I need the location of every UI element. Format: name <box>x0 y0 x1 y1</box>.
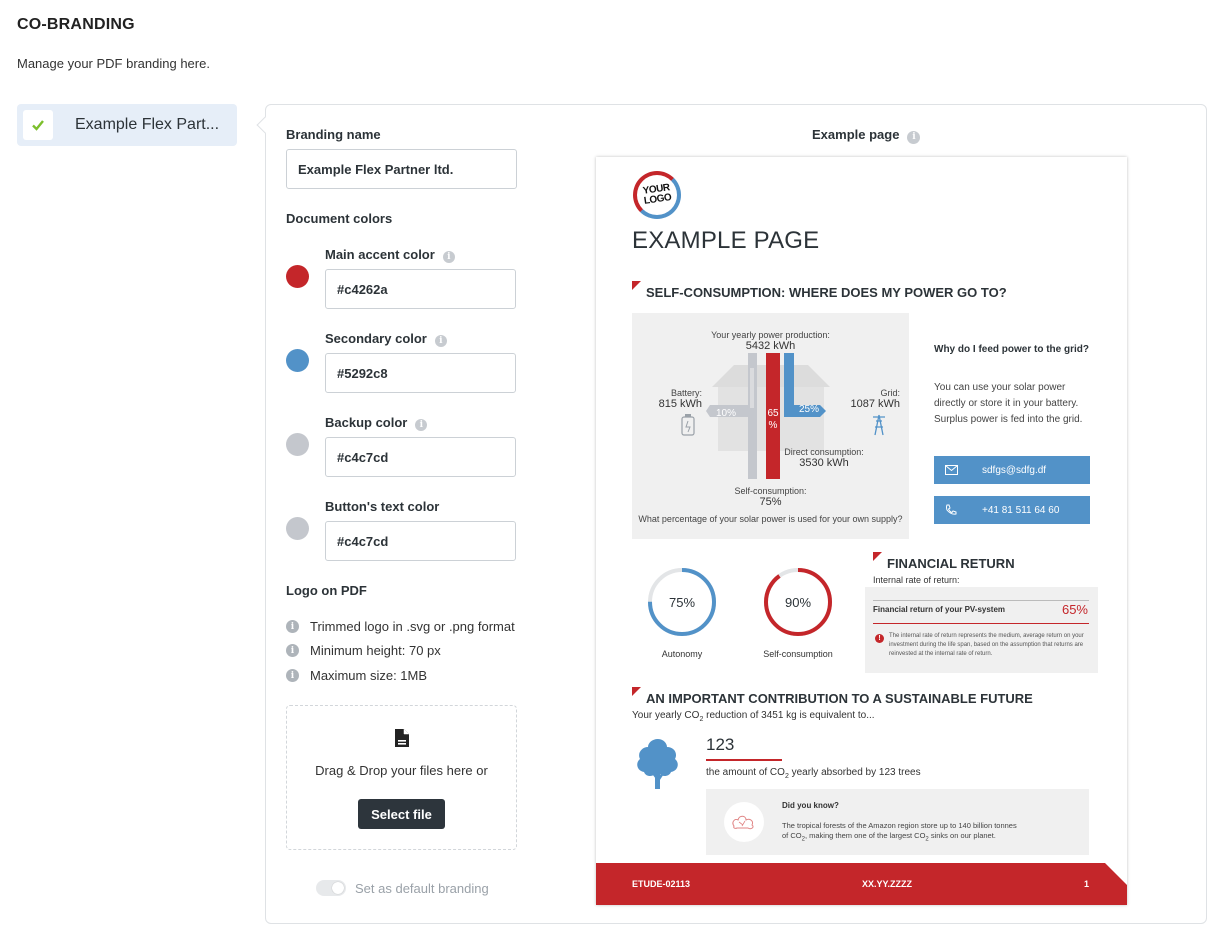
info-icon: i <box>286 669 299 682</box>
secondary-color-input[interactable]: #5292c8 <box>325 353 516 393</box>
alert-icon: ! <box>875 634 884 643</box>
financial-row-value: 65% <box>1062 602 1088 617</box>
placeholder-logo: YOUR LOGO <box>633 171 681 219</box>
battery-pct: 10% <box>714 408 738 419</box>
autonomy-label: Autonomy <box>627 649 737 659</box>
phone-icon <box>934 504 968 516</box>
selected-check-box <box>23 110 53 140</box>
why-feed-text: You can use your solar power directly or… <box>934 380 1094 428</box>
tree-count-underline <box>706 759 782 761</box>
main-accent-swatch[interactable] <box>286 265 309 288</box>
toggle-knob <box>332 882 344 894</box>
backup-color-input[interactable]: #c4c7cd <box>325 437 516 477</box>
footer-page: 1 <box>1084 879 1089 889</box>
financial-note: The internal rate of return represents t… <box>889 632 1094 659</box>
financial-row-label: Financial return of your PV-system <box>873 605 1005 614</box>
footer-corner <box>1105 863 1127 885</box>
secondary-color-swatch[interactable] <box>286 349 309 372</box>
branding-list-item[interactable]: Example Flex Part... <box>17 104 237 146</box>
energy-flow-diagram: Your yearly power production: 5432 kWh Ba… <box>632 313 909 539</box>
branding-name-label: Branding name <box>286 127 381 142</box>
footer-id: ETUDE-02113 <box>632 879 690 889</box>
tree-count: 123 <box>706 735 734 755</box>
financial-return-box: Financial return of your PV-system 65% !… <box>865 587 1098 673</box>
info-icon[interactable]: i <box>415 419 427 431</box>
logo-requirement: i Minimum height: 70 px <box>286 643 441 658</box>
default-branding-toggle[interactable] <box>316 880 346 896</box>
rainforest-icon <box>724 802 764 842</box>
financial-return-title: FINANCIAL RETURN <box>873 556 1015 571</box>
example-pdf-preview: YOUR LOGO EXAMPLE PAGE SELF-CONSUMPTION:… <box>596 157 1127 905</box>
dropzone-text: Drag & Drop your files here or <box>287 763 516 778</box>
email-button: sdfgs@sdfg.df <box>934 456 1090 484</box>
info-icon: i <box>286 644 299 657</box>
direct-consumption-label: Direct consumption: 3530 kWh <box>782 447 866 469</box>
self-consumption-gauge-label: Self-consumption <box>743 649 853 659</box>
self-consumption-value: 90% <box>763 595 833 610</box>
check-icon <box>31 118 45 132</box>
branding-name-input[interactable]: Example Flex Partner ltd. <box>286 149 517 189</box>
footer-date: XX.YY.ZZZZ <box>862 879 912 889</box>
self-consumption-question: What percentage of your solar power is u… <box>632 514 909 524</box>
info-icon[interactable]: i <box>443 251 455 263</box>
info-icon[interactable]: i <box>907 131 920 144</box>
main-accent-label: Main accent color i <box>325 247 455 263</box>
logo-on-pdf-label: Logo on PDF <box>286 583 367 598</box>
button-text-color-swatch[interactable] <box>286 517 309 540</box>
did-you-know-text: The tropical forests of the Amazon regio… <box>782 821 1082 845</box>
info-icon: i <box>286 620 299 633</box>
logo-requirement: i Trimmed logo in .svg or .png format <box>286 619 515 634</box>
page-title: CO-BRANDING <box>17 16 135 34</box>
pdf-title: EXAMPLE PAGE <box>632 227 819 255</box>
button-text-color-input[interactable]: #c4c7cd <box>325 521 516 561</box>
self-consumption-label: Self-consumption: 75% <box>702 486 839 508</box>
why-feed-title: Why do I feed power to the grid? <box>934 343 1094 356</box>
document-colors-label: Document colors <box>286 211 392 226</box>
self-pct: 65% <box>762 408 784 432</box>
logo-requirement: i Maximum size: 1MB <box>286 668 427 683</box>
tree-text: the amount of CO2 yearly absorbed by 123… <box>706 767 921 780</box>
example-page-label: Example page i <box>812 127 920 144</box>
main-accent-input[interactable]: #c4262a <box>325 269 516 309</box>
sustainability-title: AN IMPORTANT CONTRIBUTION TO A SUSTAINAB… <box>632 691 1033 706</box>
co2-intro: Your yearly CO2 reduction of 3451 kg is … <box>632 710 875 723</box>
backup-color-swatch[interactable] <box>286 433 309 456</box>
phone-button: +41 81 511 64 60 <box>934 496 1090 524</box>
file-icon <box>394 728 410 748</box>
pdf-footer: ETUDE-02113 XX.YY.ZZZZ 1 <box>596 863 1127 905</box>
logo-dropzone[interactable]: Drag & Drop your files here or Select fi… <box>286 705 517 850</box>
tree-icon <box>634 737 682 791</box>
page-subtitle: Manage your PDF branding here. <box>17 56 210 71</box>
branding-list-item-label: Example Flex Part... <box>75 116 225 134</box>
irr-label: Internal rate of return: <box>873 575 960 585</box>
production-label: Your yearly power production: 5432 kWh <box>702 330 839 352</box>
default-branding-label: Set as default branding <box>355 881 489 896</box>
autonomy-value: 75% <box>647 595 717 610</box>
grid-label: Grid: 1087 kWh <box>840 388 900 410</box>
secondary-color-label: Secondary color i <box>325 331 447 347</box>
did-you-know-title: Did you know? <box>782 801 839 810</box>
select-file-button[interactable]: Select file <box>358 799 445 829</box>
backup-color-label: Backup color i <box>325 415 427 431</box>
mail-icon <box>934 465 968 475</box>
grid-pct: 25% <box>796 404 822 415</box>
info-icon[interactable]: i <box>435 335 447 347</box>
battery-label: Battery: 815 kWh <box>642 388 702 410</box>
panel-pointer <box>257 117 274 134</box>
button-text-color-label: Button's text color <box>325 499 439 514</box>
did-you-know-box: Did you know? The tropical forests of th… <box>706 789 1089 855</box>
branding-editor-panel: Branding name Example Flex Partner ltd. … <box>265 104 1207 924</box>
pdf-section-title: SELF-CONSUMPTION: WHERE DOES MY POWER GO… <box>632 285 1007 300</box>
